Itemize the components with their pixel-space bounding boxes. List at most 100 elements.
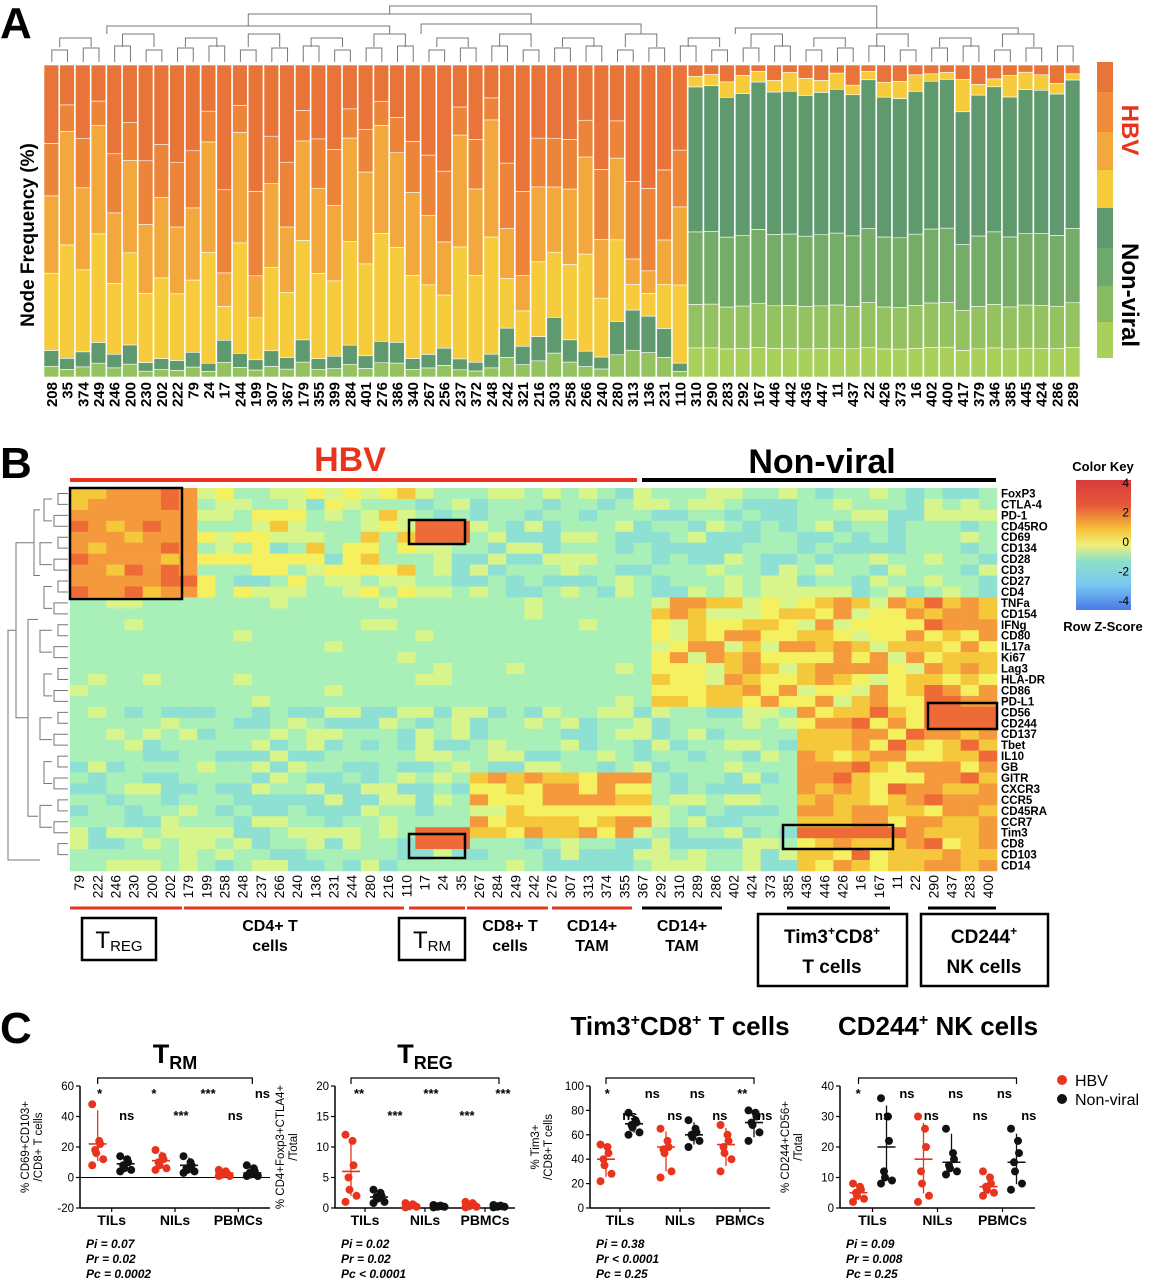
heatmap-cell — [251, 652, 271, 664]
heatmap-cell — [106, 684, 125, 697]
stacked-bar-segment — [137, 293, 154, 363]
heatmap-cell — [433, 717, 453, 730]
stacked-bar-segment — [735, 234, 751, 307]
heatmap-cell — [942, 783, 961, 795]
heatmap-cell — [124, 860, 144, 872]
significance-label: * — [151, 1086, 157, 1101]
heatmap-cell — [324, 860, 343, 872]
heatmap-cell — [924, 816, 943, 828]
stacked-bar-segment — [687, 86, 704, 233]
stacked-bar-segment — [59, 104, 75, 132]
heatmap-cell — [924, 849, 943, 861]
dendrogram-branch — [389, 5, 878, 28]
dendrogram-branch — [813, 37, 846, 47]
heatmap-cell — [669, 531, 689, 544]
heatmap-cell — [160, 849, 180, 861]
heatmap-row-label: CD56 — [1001, 707, 1030, 719]
stacked-bar-segment — [892, 98, 908, 239]
node-label: 200 — [122, 382, 139, 407]
heatmap-cell — [615, 652, 634, 664]
heatmap-cell — [415, 553, 434, 565]
heatmap-cell — [88, 684, 107, 697]
heatmap-cell — [288, 619, 307, 631]
stacked-bar-segment — [169, 226, 185, 295]
heatmap-cell — [506, 827, 525, 839]
heatmap-cell — [524, 575, 543, 587]
stacked-bar-segment — [656, 239, 672, 285]
heatmap-cell — [578, 674, 598, 686]
heatmap-cell — [615, 498, 634, 511]
node-label: 385 — [1002, 382, 1019, 407]
dendrogram-branch — [239, 49, 257, 62]
heatmap-cell — [560, 739, 580, 751]
heatmap-cell — [633, 509, 652, 522]
heatmap-cell — [778, 794, 798, 806]
heatmap-cell — [615, 772, 634, 784]
stacked-bar-segment — [326, 64, 342, 150]
dendrogram-branch — [57, 843, 68, 856]
stacked-bar-segment — [609, 354, 625, 378]
heatmap-cell — [233, 531, 253, 544]
y-tick-label: 80 — [571, 1105, 584, 1117]
heatmap-cell — [433, 575, 453, 587]
heatmap-cell — [433, 619, 453, 631]
heatmap-cell — [360, 586, 380, 598]
heatmap-cell — [70, 488, 89, 500]
heatmap-cell — [215, 816, 234, 828]
heatmap-cell — [778, 608, 798, 620]
heatmap-cell — [179, 553, 198, 565]
color-key-tick: -2 — [1118, 565, 1129, 579]
heatmap-cell — [124, 641, 144, 653]
stacked-bar-segment — [782, 72, 798, 92]
node-label: 231 — [657, 382, 674, 407]
heatmap-cell — [578, 684, 598, 697]
stacked-bar-segment — [59, 369, 75, 378]
heatmap-cell — [124, 608, 144, 620]
heatmap-cell — [215, 630, 234, 642]
heatmap-cell — [197, 564, 216, 576]
stacked-bar-segment — [1017, 232, 1034, 306]
heatmap-cell — [379, 488, 398, 500]
dendrogram-branch — [734, 27, 1019, 34]
heatmap-cell — [106, 794, 125, 806]
heatmap-cell — [797, 630, 816, 642]
stacked-bar-segment — [939, 302, 955, 348]
heatmap-cell — [924, 630, 943, 642]
heatmap-cell — [70, 739, 89, 751]
heatmap-cell — [797, 586, 816, 598]
heatmap-cell — [488, 608, 507, 620]
heatmap-cell — [851, 860, 871, 872]
panel-a-dendrogram — [51, 5, 1074, 62]
heatmap-row-label: CD14 — [1001, 861, 1031, 873]
heatmap-cell — [197, 706, 216, 719]
heatmap-cell — [469, 542, 489, 554]
heatmap-cell — [724, 674, 743, 686]
heatmap-cell — [960, 509, 980, 522]
heatmap-cell — [397, 542, 416, 554]
heatmap-cell — [815, 674, 834, 686]
heatmap-cell — [706, 728, 725, 740]
stacked-bar-segment — [939, 64, 955, 73]
heatmap-cell — [924, 498, 943, 511]
heatmap-cell — [760, 608, 780, 620]
heatmap-cell — [288, 542, 307, 554]
heatmap-column-label: 437 — [944, 875, 960, 899]
heatmap-cell — [542, 728, 562, 740]
heatmap-cell — [797, 597, 816, 609]
stacked-bar-segment — [593, 64, 609, 170]
heatmap-cell — [560, 860, 580, 872]
stacked-bar-segment — [939, 79, 955, 229]
stacked-bar-segment — [1017, 304, 1034, 349]
heatmap-cell — [179, 498, 198, 511]
heatmap-cell — [433, 520, 453, 533]
stacked-bar-segment — [200, 371, 217, 378]
heatmap-cell — [306, 772, 325, 784]
heatmap-cell — [306, 652, 325, 664]
heatmap-column-label: 240 — [289, 875, 305, 899]
heatmap-cell — [597, 684, 616, 697]
heatmap-cell — [451, 488, 471, 500]
heatmap-cell — [324, 608, 343, 620]
heatmap-cell — [633, 849, 652, 861]
heatmap-cell — [815, 728, 834, 740]
stacked-bar-segment — [577, 350, 594, 367]
